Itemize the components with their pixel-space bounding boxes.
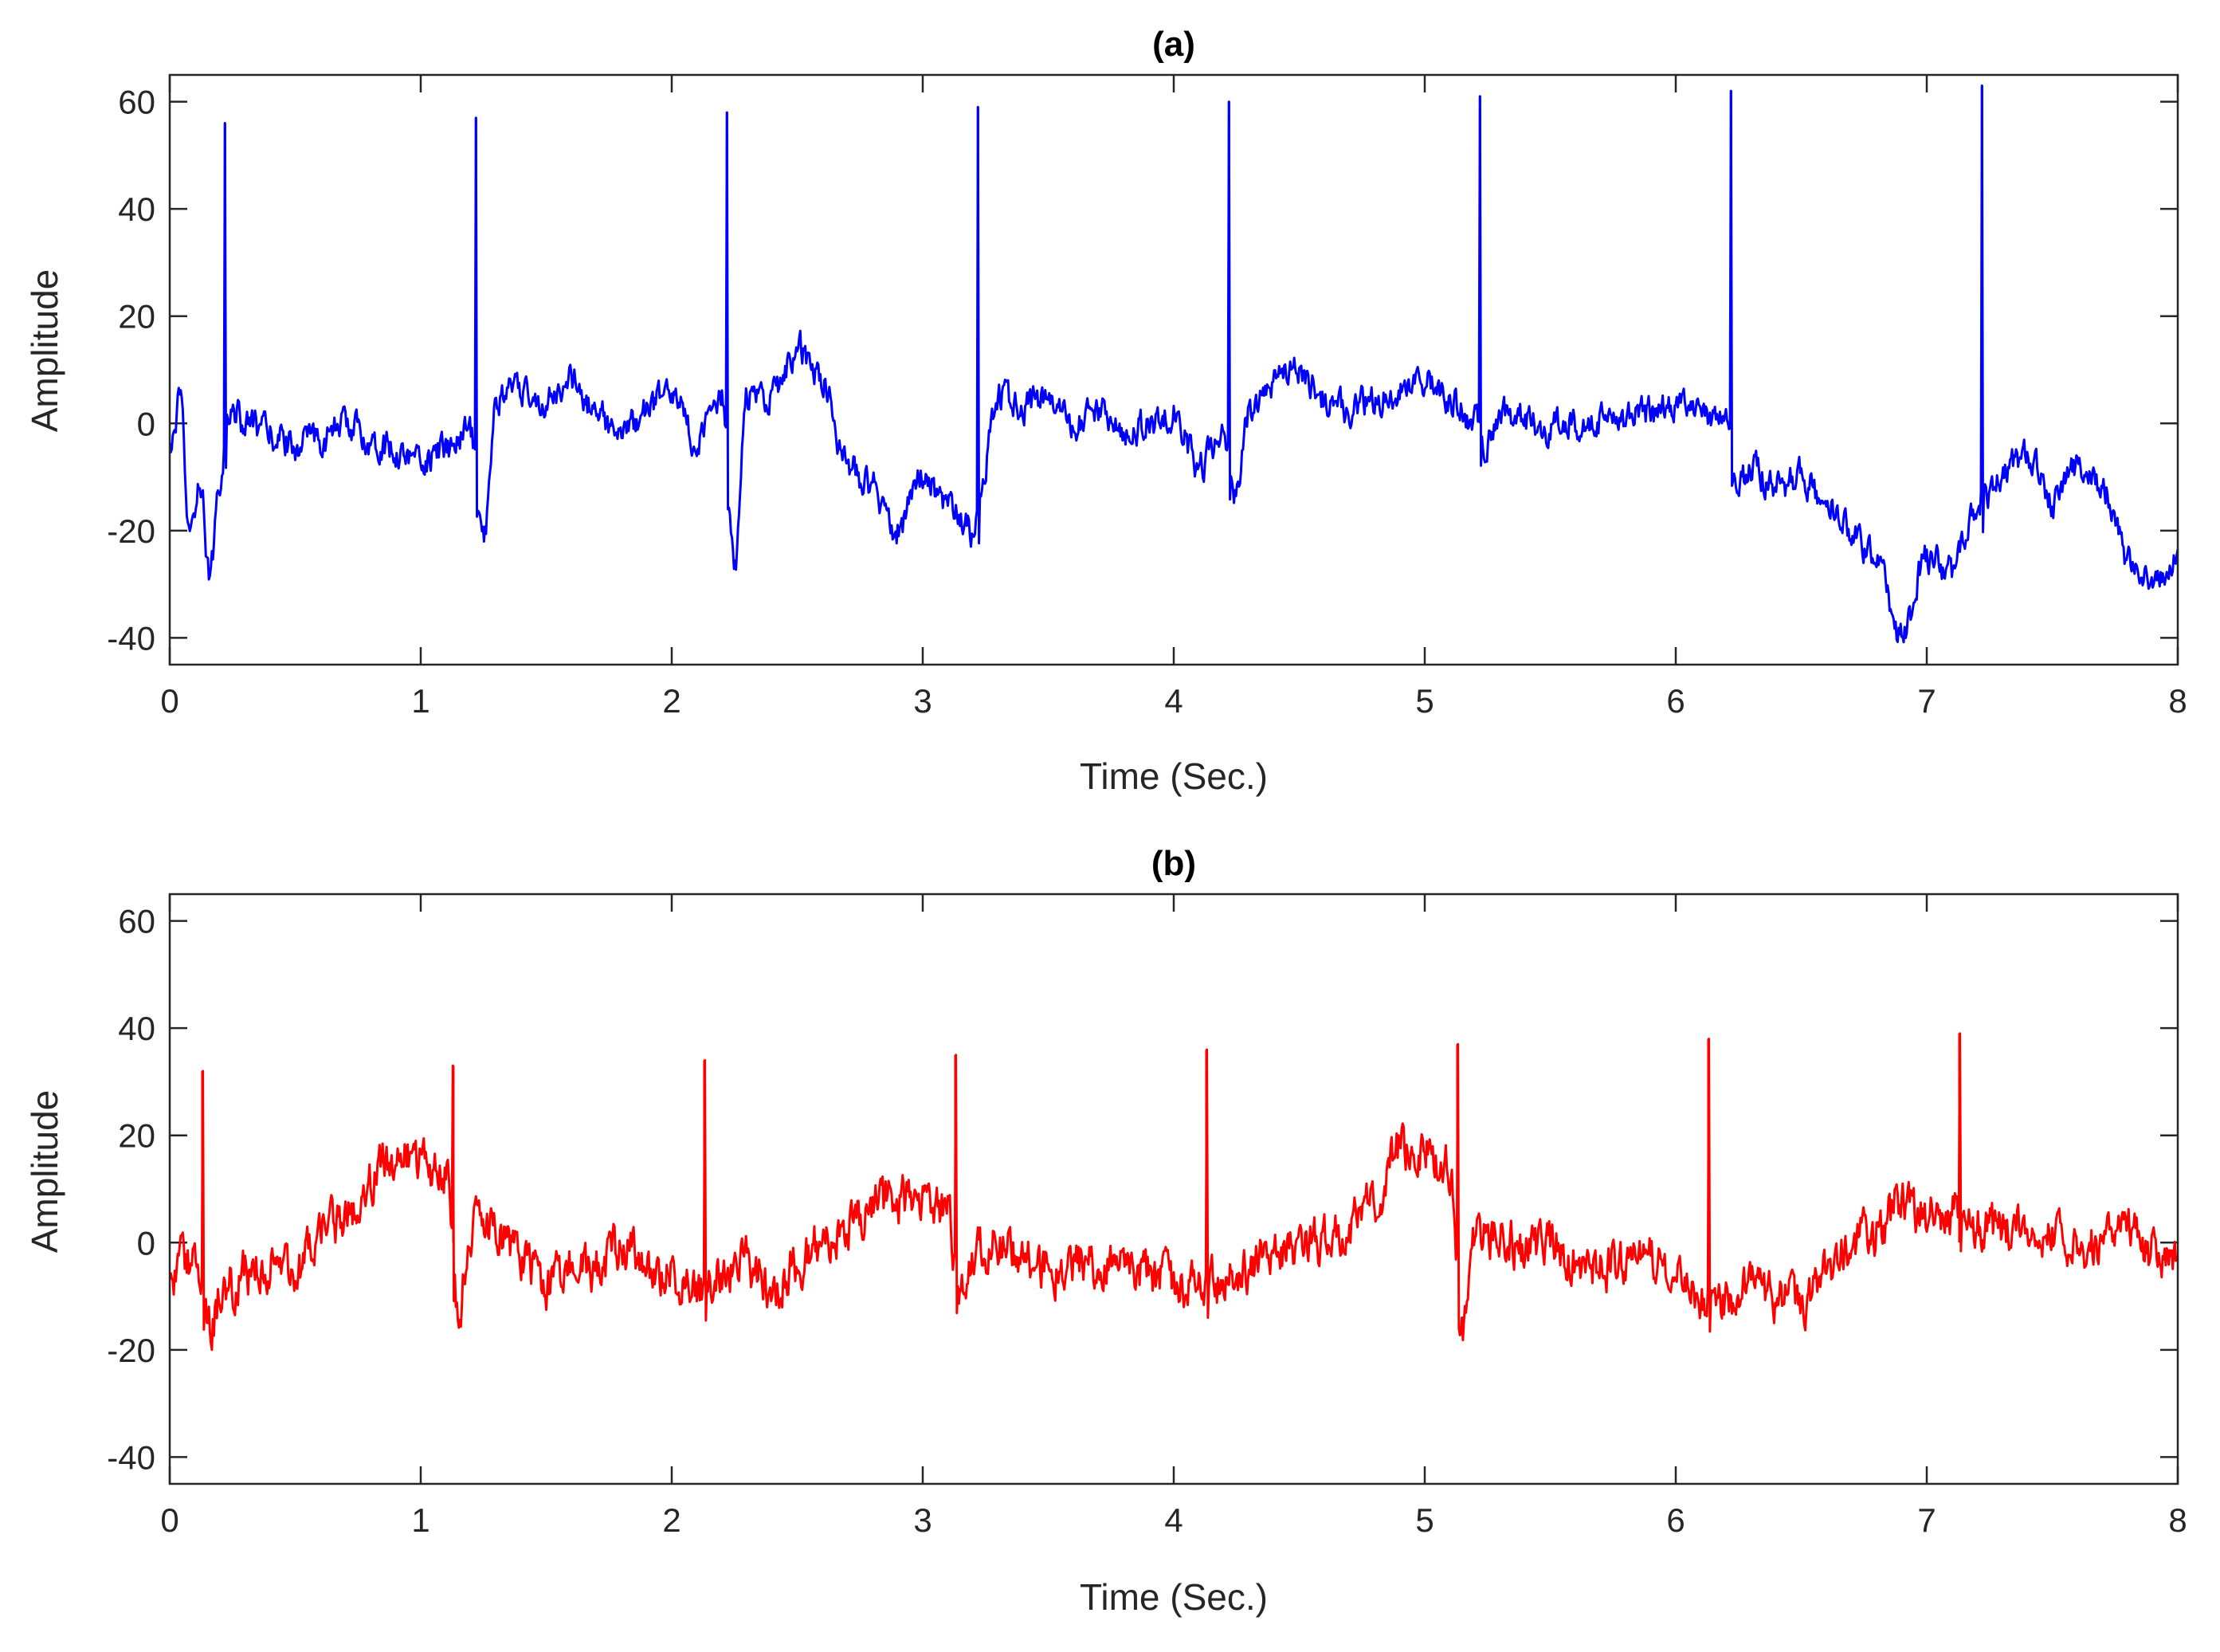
subplot-a-axes-box [168,73,2179,666]
subplot-a-ytick-label-4: 40 [118,190,155,228]
subplot-b-xtick-label-6: 6 [1666,1501,1685,1539]
subplot-b-xlabel: Time (Sec.) [1080,1576,1268,1618]
subplot-b-ytick-label-5: 60 [118,903,155,940]
subplot-a-xtick-label-7: 7 [1917,682,1936,720]
subplot-b-axes-box [168,893,2179,1485]
subplot-a-xtick-label-2: 2 [662,682,681,720]
subplot-b-ytick-label-1: -20 [107,1332,155,1369]
subplot-a-xtick-label-5: 5 [1415,682,1434,720]
subplot-a: (a) 0 1 2 3 4 5 6 7 8 -40 -20 0 20 40 60 Time (Sec.) A… [24,25,2187,797]
subplot-b-ytick-label-3: 20 [118,1117,155,1155]
subplot-a-ylabel: Amplitude [24,269,65,433]
subplot-a-xtick-label-8: 8 [2168,682,2187,720]
subplot-a-ytick-label-1: -20 [107,512,155,550]
subplot-a-xlabel: Time (Sec.) [1080,755,1268,797]
subplot-a-ytick-label-3: 20 [118,298,155,336]
subplot-b-title: (b) [1151,844,1196,883]
subplot-a-series-line [170,84,2178,644]
subplot-b-ytick-label-2: 0 [137,1224,155,1262]
subplot-a-xtick-label-1: 1 [411,682,429,720]
subplot-a-ytick-label-5: 60 [118,84,155,121]
subplot-b-xtick-label-4: 4 [1164,1501,1183,1539]
subplot-b-ylabel: Amplitude [24,1090,65,1254]
subplot-b-ytick-label-4: 40 [118,1010,155,1047]
subplot-b-xtick-label-8: 8 [2168,1501,2187,1539]
subplot-b-xtick-label-0: 0 [160,1501,178,1539]
subplot-a-xtick-label-4: 4 [1164,682,1183,720]
subplot-b-xtick-label-1: 1 [411,1501,429,1539]
subplot-b-ytick-label-0: -40 [107,1438,155,1476]
subplot-b-xtick-label-5: 5 [1415,1501,1434,1539]
subplot-b-xtick-label-2: 2 [662,1501,681,1539]
subplot-b-xtick-label-3: 3 [913,1501,932,1539]
subplot-a-plot-area: 0 1 2 3 4 5 6 7 8 -40 -20 0 20 40 60 [107,73,2187,720]
subplot-a-ytick-label-2: 0 [137,405,155,442]
subplot-b-series-line [170,1032,2178,1352]
subplot-a-xtick-label-3: 3 [913,682,932,720]
subplot-a-xtick-label-0: 0 [160,682,178,720]
subplot-b-plot-area: 0 1 2 3 4 5 6 7 8 -40 -20 0 20 40 60 [107,893,2187,1539]
subplot-b: (b) 0 1 2 3 4 5 6 7 8 -40 -20 0 20 40 60 Time (Sec.) A… [24,844,2187,1618]
subplot-a-ytick-label-0: -40 [107,619,155,657]
subplot-a-title: (a) [1152,25,1195,64]
subplot-a-xtick-label-6: 6 [1666,682,1685,720]
subplot-b-xtick-label-7: 7 [1917,1501,1936,1539]
